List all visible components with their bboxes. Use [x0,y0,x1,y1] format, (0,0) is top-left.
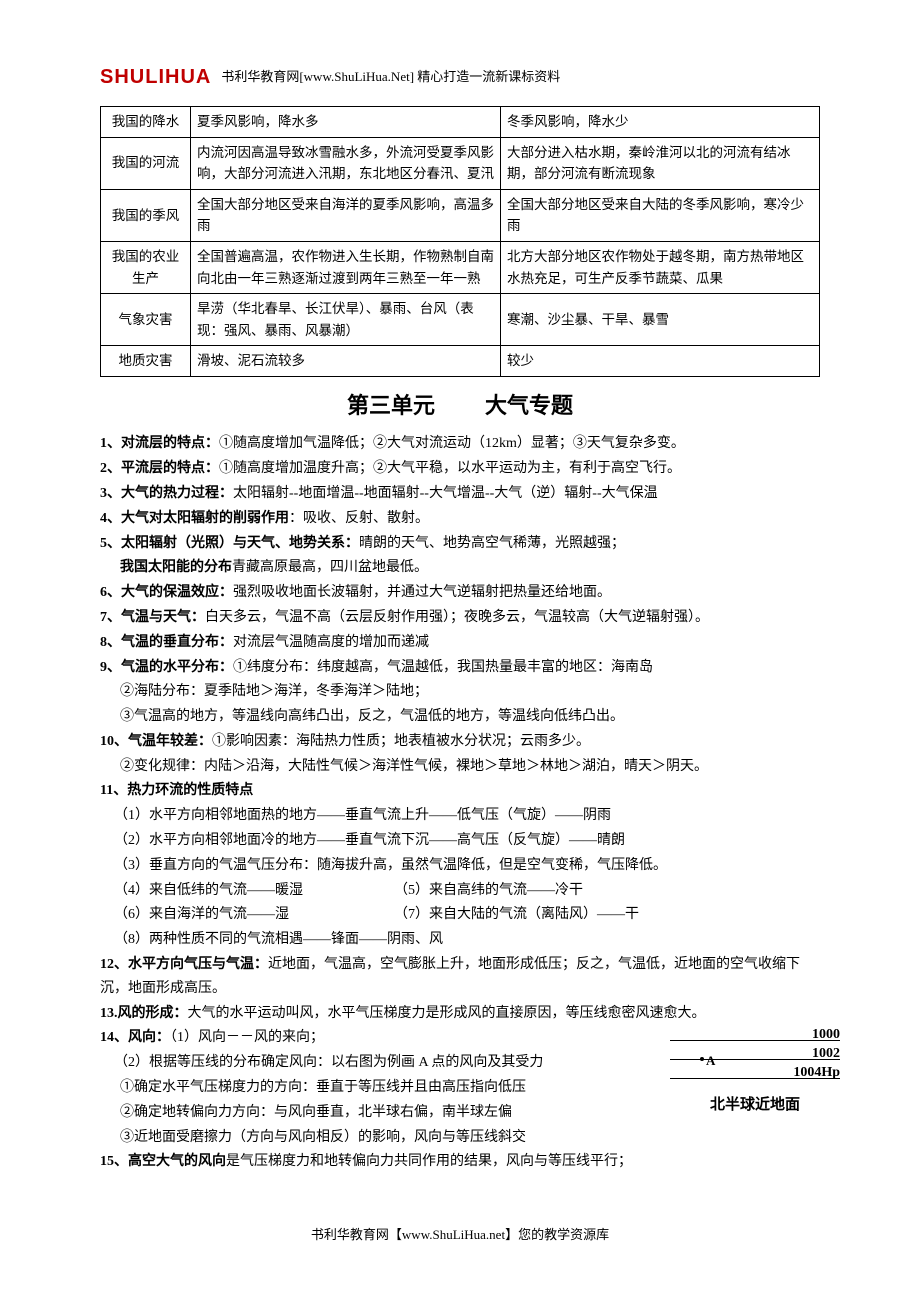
item-8: 8、气温的垂直分布：对流层气温随高度的增加而递减 [100,631,820,655]
item-6: 6、大气的保温效应：强烈吸收地面长波辐射，并通过大气逆辐射把热量还给地面。 [100,581,820,605]
cell-summer: 全国普遍高温，农作物进入生长期，作物熟制自南向北由一年三熟逐渐过渡到两年三熟至一… [191,241,501,293]
item-7: 7、气温与天气：白天多云，气温不高（云层反射作用强）；夜晚多云，气温较高（大气逆… [100,606,820,630]
item-1: 1、对流层的特点：①随高度增加气温降低；②大气对流运动（12km）显著；③天气复… [100,432,820,456]
item-11e: （6）来自海洋的气流——湿 （7）来自大陆的气流（离陆风）——干 [100,903,820,927]
cell-winter: 冬季风影响，降水少 [501,107,820,138]
isobar-label: 1004Hp [793,1061,840,1085]
table-row: 我国的河流内流河因高温导致冰雪融水多，外流河受夏季风影响，大部分河流进入汛期，东… [101,137,820,189]
diagram-caption: 北半球近地面 [670,1093,840,1119]
row-label: 我国的河流 [101,137,191,189]
isobar-diagram: 10001002A1004Hp北半球近地面 [670,1022,840,1119]
unit-title: 第三单元 大气专题 [100,387,820,424]
logo-text: SHULIHUA [100,60,211,94]
cell-summer: 全国大部分地区受来自海洋的夏季风影响，高温多雨 [191,189,501,241]
item-3: 3、大气的热力过程：太阳辐射--地面增温--地面辐射--大气增温--大气（逆）辐… [100,482,820,506]
row-label: 我国的季风 [101,189,191,241]
item-5: 5、太阳辐射（光照）与天气、地势关系：晴朗的天气、地势高空气稀薄，光照越强； [100,532,820,556]
unit-label-2: 大气专题 [485,393,573,418]
item-10b: ②变化规律：内陆＞沿海，大陆性气候＞海洋性气候，裸地＞草地＞林地＞湖泊，晴天＞阴… [100,755,820,779]
cell-winter: 全国大部分地区受来自大陆的冬季风影响，寒冷少雨 [501,189,820,241]
cell-summer: 滑坡、泥石流较多 [191,346,501,377]
table-row: 我国的季风全国大部分地区受来自海洋的夏季风影响，高温多雨全国大部分地区受来自大陆… [101,189,820,241]
unit-label-1: 第三单元 [347,393,435,418]
point-a-dot [700,1057,704,1061]
cell-summer: 内流河因高温导致冰雪融水多，外流河受夏季风影响，大部分河流进入汛期，东北地区分春… [191,137,501,189]
item-4: 4、大气对太阳辐射的削弱作用：吸收、反射、散射。 [100,507,820,531]
cell-winter: 较少 [501,346,820,377]
page-footer: 书利华教育网【www.ShuLiHua.net】您的教学资源库 [100,1224,820,1246]
item-9: 9、气温的水平分布：①纬度分布：纬度越高，气温越低，我国热量最丰富的地区：海南岛 [100,656,820,680]
table-row: 我国的降水夏季风影响，降水多冬季风影响，降水少 [101,107,820,138]
row-label: 气象灾害 [101,294,191,346]
table-row: 气象灾害旱涝（华北春旱、长江伏旱）、暴雨、台风（表现：强风、暴雨、风暴潮）寒潮、… [101,294,820,346]
item-9b: ②海陆分布：夏季陆地＞海洋，冬季海洋＞陆地； [100,680,820,704]
cell-winter: 寒潮、沙尘暴、干旱、暴雪 [501,294,820,346]
header-tagline: 书利华教育网[www.ShuLiHua.Net] 精心打造一流新课标资料 [221,66,560,88]
item-11d: （4）来自低纬的气流——暖湿 （5）来自高纬的气流——冷干 [100,879,820,903]
table-row: 我国的农业生产全国普遍高温，农作物进入生长期，作物熟制自南向北由一年三熟逐渐过渡… [101,241,820,293]
item-11f: （8）两种性质不同的气流相遇——锋面——阴雨、风 [100,928,820,952]
item-12: 12、水平方向气压与气温：近地面，气温高，空气膨胀上升，地面形成低压；反之，气温… [100,953,820,1001]
row-label: 地质灾害 [101,346,191,377]
item-9c: ③气温高的地方，等温线向高纬凸出，反之，气温低的地方，等温线向低纬凸出。 [100,705,820,729]
point-a-label: A [706,1050,715,1072]
item-10: 10、气温年较差：①影响因素：海陆热力性质；地表植被水分状况；云雨多少。 [100,730,820,754]
page-header: SHULIHUA 书利华教育网[www.ShuLiHua.Net] 精心打造一流… [100,60,820,94]
cell-summer: 夏季风影响，降水多 [191,107,501,138]
item-11a: （1）水平方向相邻地面热的地方——垂直气流上升――低气压（气旋）——阴雨 [100,804,820,828]
comparison-table: 我国的降水夏季风影响，降水多冬季风影响，降水少我国的河流内流河因高温导致冰雪融水… [100,106,820,377]
cell-summer: 旱涝（华北春旱、长江伏旱）、暴雨、台风（表现：强风、暴雨、风暴潮） [191,294,501,346]
row-label: 我国的降水 [101,107,191,138]
row-label: 我国的农业生产 [101,241,191,293]
isobar-line: 1002A [670,1059,840,1060]
isobar-line: 1004Hp [670,1078,840,1079]
item-14e: ③近地面受磨擦力（方向与风向相反）的影响，风向与等压线斜交 [100,1126,630,1150]
item-14b: （2）根据等压线的分布确定风向：以右图为例画 A 点的风向及其受力 [100,1051,630,1075]
item-15: 15、高空大气的风向是气压梯度力和地转偏向力共同作用的结果，风向与等压线平行； [100,1150,820,1174]
item-14-block: 14、风向：（1）风向－－风的来向； （2）根据等压线的分布确定风向：以右图为例… [100,1026,820,1149]
item-11b: （2）水平方向相邻地面冷的地方——垂直气流下沉――高气压（反气旋）——晴朗 [100,829,820,853]
item-14c: ①确定水平气压梯度力的方向：垂直于等压线并且由高压指向低压 [100,1076,630,1100]
item-5b: 我国太阳能的分布青藏高原最高，四川盆地最低。 [100,556,820,580]
item-11: 11、热力环流的性质特点 [100,779,820,803]
cell-winter: 大部分进入枯水期，秦岭淮河以北的河流有结冰期，部分河流有断流现象 [501,137,820,189]
table-row: 地质灾害滑坡、泥石流较多较少 [101,346,820,377]
isobar-line: 1000 [670,1040,840,1041]
item-11c: （3）垂直方向的气温气压分布：随海拔升高，虽然气温降低，但是空气变稀，气压降低。 [100,854,820,878]
item-2: 2、平流层的特点：①随高度增加温度升高；②大气平稳，以水平运动为主，有利于高空飞… [100,457,820,481]
item-14d: ②确定地转偏向力方向：与风向垂直，北半球右偏，南半球左偏 [100,1101,630,1125]
cell-winter: 北方大部分地区农作物处于越冬期，南方热带地区水热充足，可生产反季节蔬菜、瓜果 [501,241,820,293]
